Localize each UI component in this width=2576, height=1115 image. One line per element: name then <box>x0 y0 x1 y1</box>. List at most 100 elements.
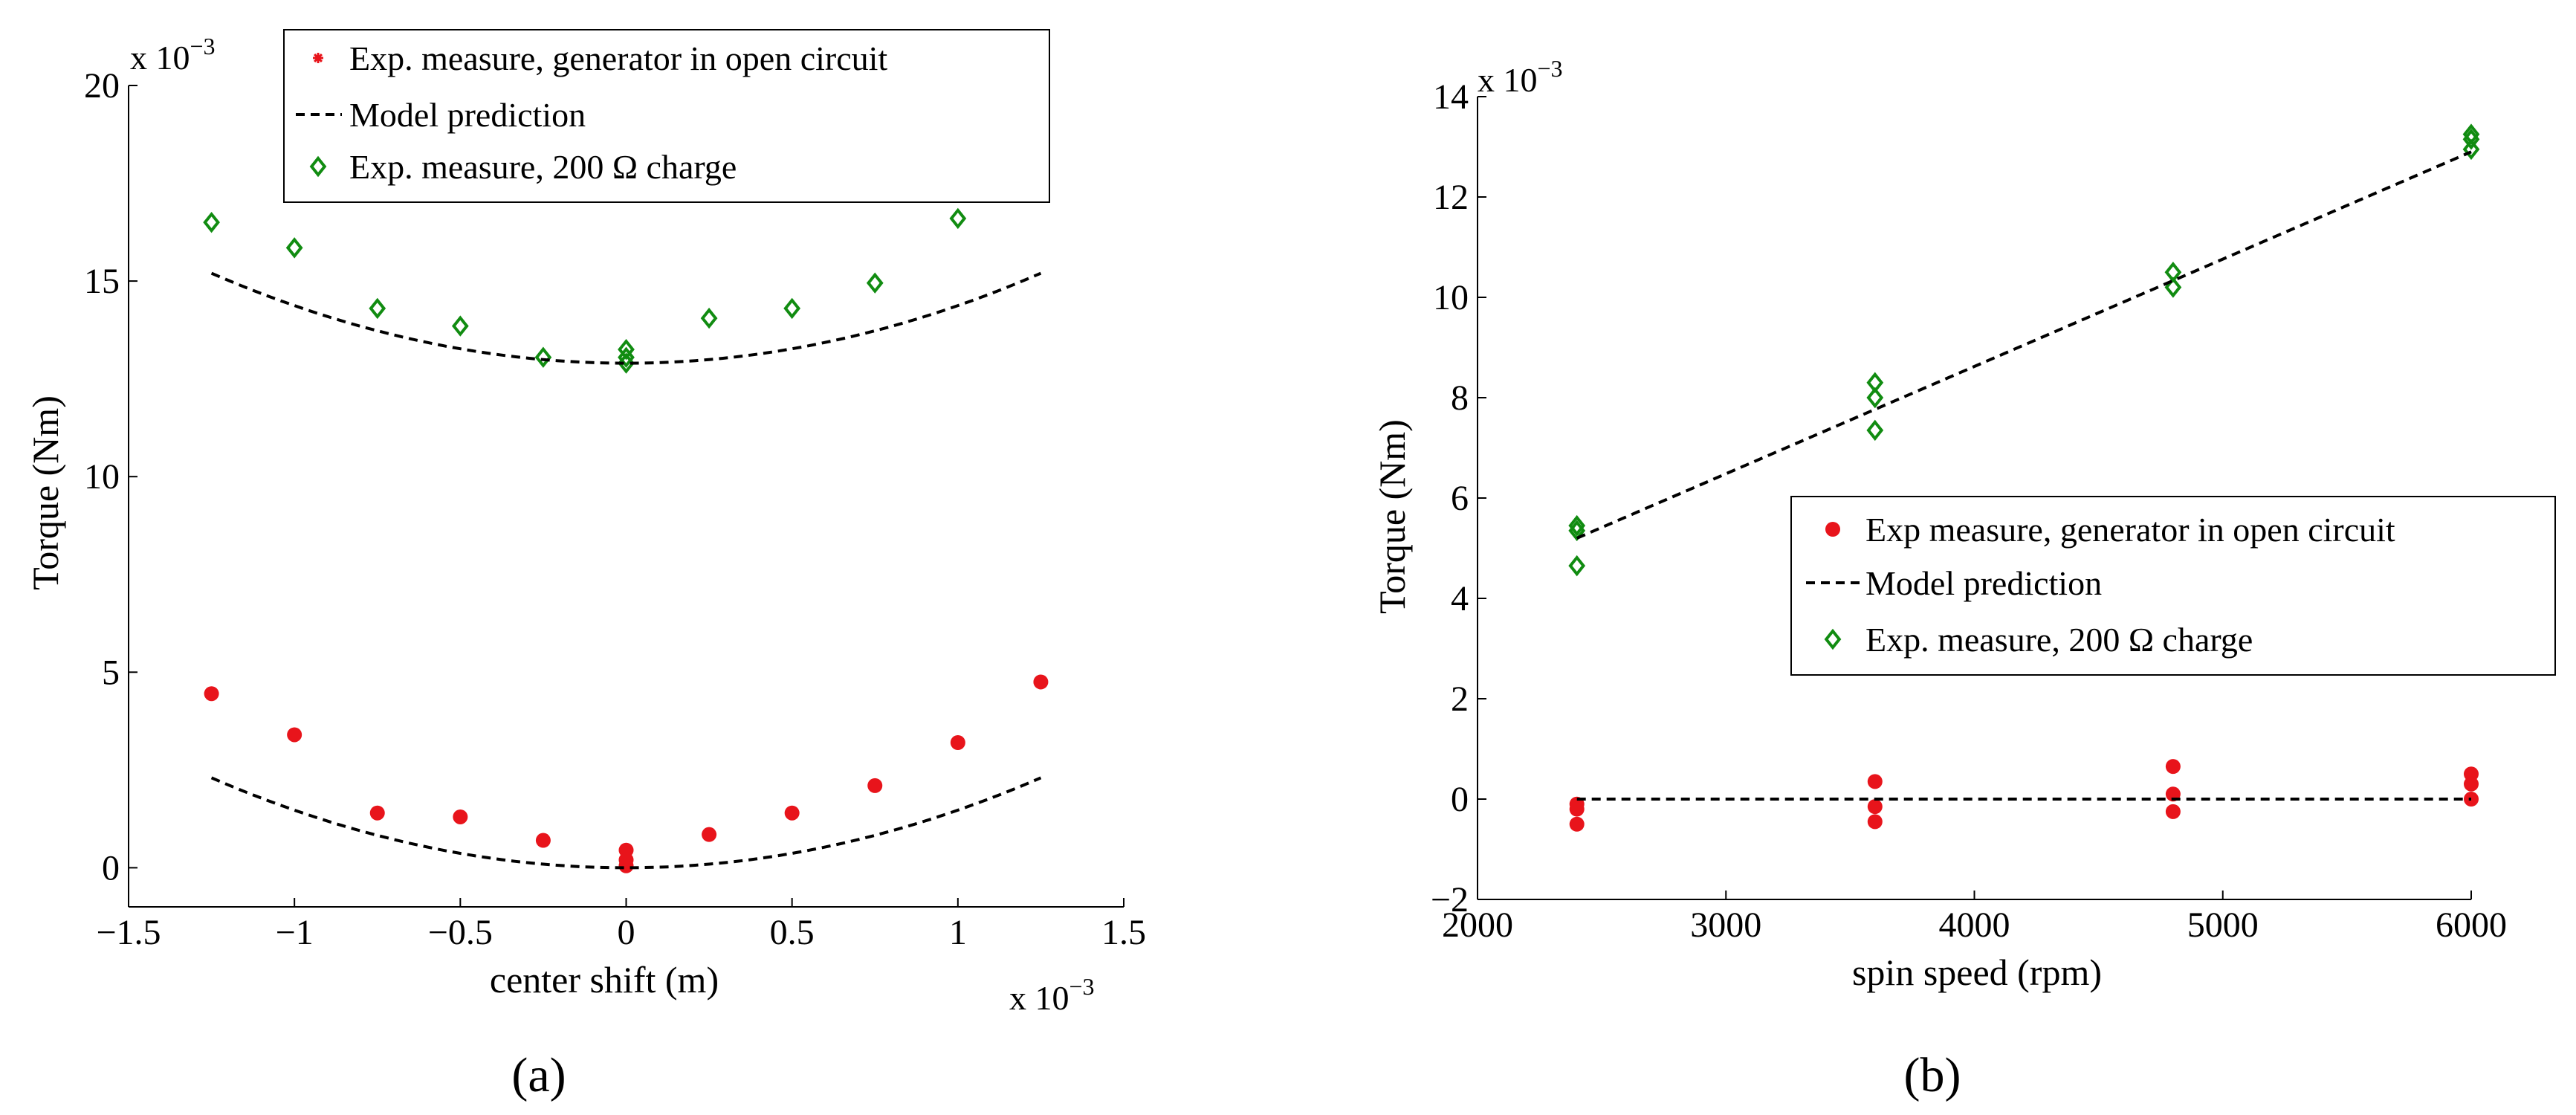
chart-a-model-curve <box>210 271 1042 365</box>
chart-a-series-model-prediction <box>210 271 1042 365</box>
chart-a-series-exp-measure-200-charge <box>203 176 1049 374</box>
chart-b-data-point <box>1866 387 1884 409</box>
chart-b-data-point <box>1569 801 1585 817</box>
chart-b-x-axis-title: spin speed (rpm) <box>1852 951 2102 993</box>
chart-a-legend-label-200ohm: Exp. measure, 200 Ω charge <box>349 148 737 186</box>
chart-b-y-axis-title: Torque (Nm) <box>1371 419 1413 614</box>
chart-b-data-point <box>2462 129 2480 150</box>
chart-a-data-point <box>451 315 469 337</box>
chart-b-data-point <box>1867 799 1883 815</box>
chart-b-y-tick-label: 12 <box>1433 178 1469 217</box>
chart-b-data-point <box>2164 277 2182 298</box>
chart-a-data-point <box>287 727 302 743</box>
dot-marker-icon <box>1825 522 1840 537</box>
chart-a-data-point <box>285 237 303 259</box>
chart-a-data-point <box>453 809 468 824</box>
chart-b-model-line <box>1576 150 2472 540</box>
chart-a-data-point <box>369 297 386 320</box>
chart-b-data-point <box>1866 419 1884 442</box>
chart-a-y-tick-label: 5 <box>102 653 120 692</box>
chart-a-panel-label: (a) <box>511 1048 566 1102</box>
chart-a-legend-item-open-circuit: Exp. measure, generator in open circuit <box>313 39 887 77</box>
chart-a-legend-box <box>283 29 1050 203</box>
chart-b-data-point <box>2165 804 2181 819</box>
chart-a-data-point <box>866 272 884 294</box>
chart-a-x-tick-label: 1 <box>949 913 967 952</box>
chart-b-data-point <box>1867 814 1883 830</box>
chart-b-panel-label: (b) <box>1904 1048 1961 1102</box>
chart-b-y-tick-label: 4 <box>1451 579 1469 618</box>
chart-a-series-model-prediction <box>210 776 1042 870</box>
chart-b-y-tick-label: −2 <box>1431 880 1469 920</box>
chart-b-legend-box <box>1790 496 2556 676</box>
chart-b: 2000 3000 4000 5000 6000 −2 0 2 4 6 8 10 12 14 x 10−3… <box>1371 55 2556 1102</box>
chart-a-data-point <box>535 833 551 848</box>
chart-a: −1.5 −1 −0.5 0 0.5 1 1.5 0 5 10 15 20 x 10−3 x 10−3… <box>25 29 1146 1102</box>
chart-b-legend-label-200ohm: Exp. measure, 200 Ω charge <box>1865 621 2253 659</box>
chart-b-y-tick-label: 8 <box>1451 378 1469 418</box>
chart-a-x-tick-label: −1.5 <box>96 913 161 952</box>
chart-b-series-exp-measure-generator-in-open-circuit <box>1569 759 2479 832</box>
chart-a-legend-item-model: Model prediction <box>296 96 586 134</box>
chart-a-y-tick-label: 15 <box>84 262 120 301</box>
chart-a-legend: Exp. measure, generator in open circuit … <box>283 29 1050 203</box>
diamond-marker-shape <box>309 155 327 178</box>
chart-a-x-tick-label: 1.5 <box>1101 913 1146 952</box>
chart-a-model-curve <box>210 776 1042 870</box>
chart-b-x-tick-label: 3000 <box>1690 905 1761 945</box>
chart-a-x-tick-label: −0.5 <box>428 913 493 952</box>
chart-a-data-point <box>203 211 220 233</box>
chart-b-plot-area: 2000 3000 4000 5000 6000 −2 0 2 4 6 8 10 12 14 <box>1431 77 2507 945</box>
chart-b-legend-label-model: Model prediction <box>1865 564 2102 602</box>
dot-marker-shape <box>1825 522 1840 537</box>
chart-a-data-point <box>618 352 635 374</box>
chart-b-data-point <box>1568 520 1586 542</box>
chart-a-data-point <box>783 297 801 320</box>
chart-a-data-point <box>204 686 219 702</box>
chart-b-x-tick-label: 5000 <box>2187 905 2259 945</box>
chart-b-legend-item-open-circuit: Exp measure, generator in open circuit <box>1825 511 2395 549</box>
chart-b-series-exp-measure-200-charge <box>1568 123 2480 577</box>
chart-a-x-tick-label: 0.5 <box>770 913 815 952</box>
diamond-marker-icon <box>309 155 327 178</box>
chart-b-data-point <box>2464 776 2479 792</box>
chart-a-legend-label-model: Model prediction <box>349 96 586 134</box>
chart-b-y-tick-label: 10 <box>1433 278 1469 317</box>
chart-a-series-exp-measure-generator-in-open-circuit <box>204 674 1049 873</box>
star-marker-shape <box>313 53 323 63</box>
chart-b-data-point <box>2462 138 2480 161</box>
chart-a-legend-item-200ohm: Exp. measure, 200 Ω charge <box>309 148 737 186</box>
chart-a-data-point <box>618 338 635 361</box>
chart-a-y-tick-label: 10 <box>84 457 120 497</box>
chart-b-data-point <box>2165 759 2181 775</box>
chart-b-data-point <box>1867 774 1883 789</box>
chart-b-legend-label-open-circuit: Exp measure, generator in open circuit <box>1865 511 2395 549</box>
chart-a-y-axis-title: Torque (Nm) <box>25 395 66 590</box>
chart-a-data-point <box>950 735 965 750</box>
diamond-marker-icon <box>1824 628 1842 650</box>
chart-b-x-tick-label: 6000 <box>2436 905 2507 945</box>
chart-a-data-point <box>784 805 800 821</box>
chart-b-legend-item-200ohm: Exp. measure, 200 Ω charge <box>1824 621 2253 659</box>
chart-b-legend-item-model: Model prediction <box>1806 564 2102 602</box>
chart-a-data-point <box>1033 674 1049 690</box>
chart-a-data-point <box>700 307 718 329</box>
chart-a-x-tick-label: −1 <box>276 913 314 952</box>
chart-a-y-tick-label: 0 <box>102 848 120 888</box>
chart-a-data-point <box>702 827 717 842</box>
chart-a-data-point <box>618 858 634 873</box>
chart-a-x-axis-title: center shift (m) <box>490 959 719 1001</box>
chart-b-x-tick-label: 4000 <box>1939 905 2010 945</box>
chart-b-data-point <box>1568 514 1586 537</box>
chart-b-data-point <box>1569 816 1585 832</box>
chart-b-data-point <box>1568 555 1586 577</box>
chart-b-y-multiplier: x 10−3 <box>1478 55 1563 99</box>
chart-b-legend: Exp measure, generator in open circuit M… <box>1790 496 2556 676</box>
chart-b-y-tick-label: 6 <box>1451 479 1469 518</box>
chart-a-y-multiplier: x 10−3 <box>130 33 216 77</box>
chart-a-y-tick-label: 20 <box>84 66 120 106</box>
chart-b-y-tick-label: 2 <box>1451 679 1469 719</box>
chart-a-data-point <box>618 346 635 368</box>
chart-a-x-tick-label: 0 <box>618 913 635 952</box>
